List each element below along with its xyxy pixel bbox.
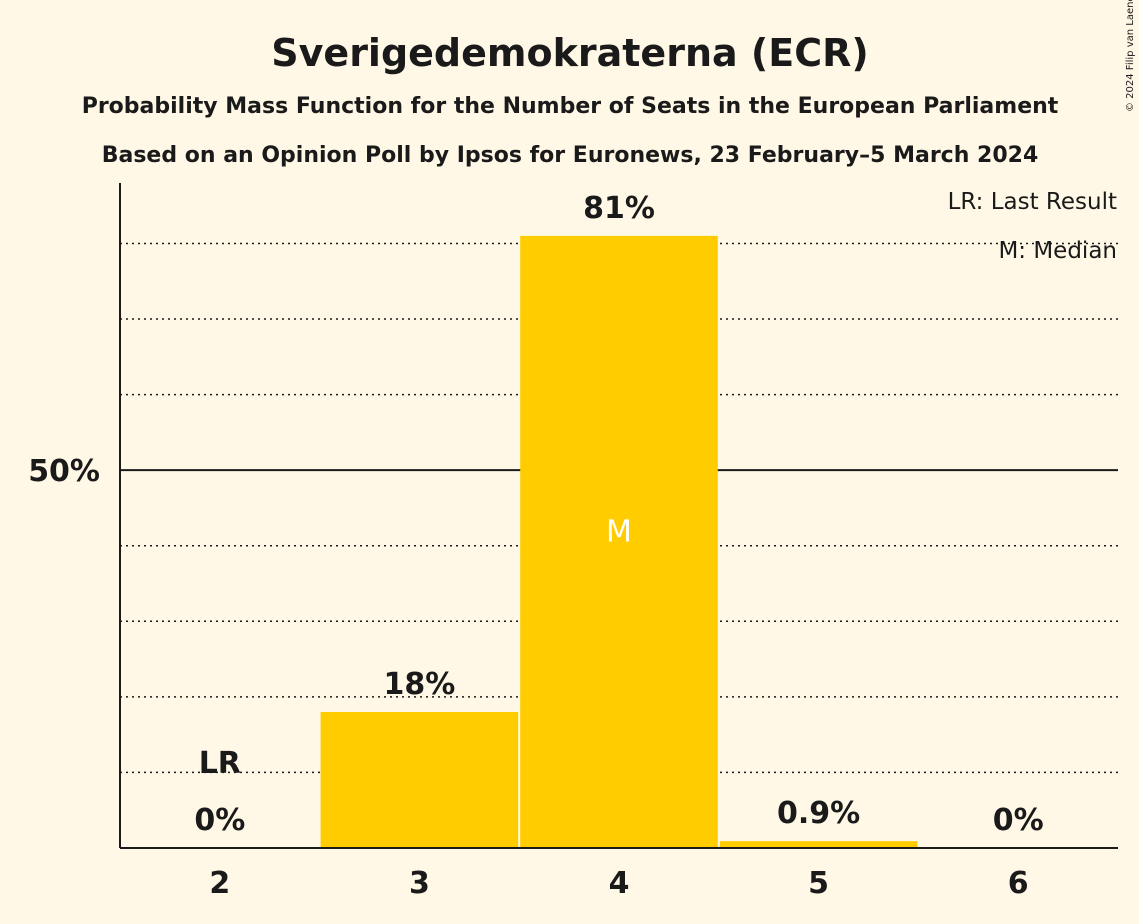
chart-subtitle-2: Based on an Opinion Poll by Ipsos for Eu… [102, 143, 1039, 168]
x-tick-label-4: 4 [609, 866, 630, 901]
last-result-marker: LR [199, 746, 241, 781]
legend-last-result: LR: Last Result [948, 189, 1117, 215]
legend-median: M: Median [998, 238, 1117, 264]
x-tick-label-3: 3 [409, 866, 430, 901]
data-labels: 0% 18% 81% 0.9% 0% LR M [194, 191, 1043, 838]
value-label-5: 0.9% [777, 796, 860, 831]
y-tick-label: 50% [28, 454, 100, 489]
copyright-text: © 2024 Filip van Laenen [1125, 0, 1136, 112]
bar-5 [719, 841, 918, 848]
value-label-6: 0% [993, 803, 1044, 838]
x-tick-label-5: 5 [808, 866, 829, 901]
x-tick-label-6: 6 [1008, 866, 1029, 901]
chart-subtitle-1: Probability Mass Function for the Number… [82, 94, 1059, 119]
bar-4 [520, 235, 718, 849]
axes: 50% 2 3 4 5 6 [28, 183, 1118, 901]
bars [320, 235, 918, 849]
value-label-2: 0% [194, 803, 245, 838]
median-marker: M [606, 515, 632, 550]
chart-title: Sverigedemokraterna (ECR) [271, 31, 868, 75]
value-label-4: 81% [583, 191, 655, 226]
x-tick-label-2: 2 [209, 866, 230, 901]
bar-3 [320, 711, 519, 848]
value-label-3: 18% [383, 667, 455, 702]
